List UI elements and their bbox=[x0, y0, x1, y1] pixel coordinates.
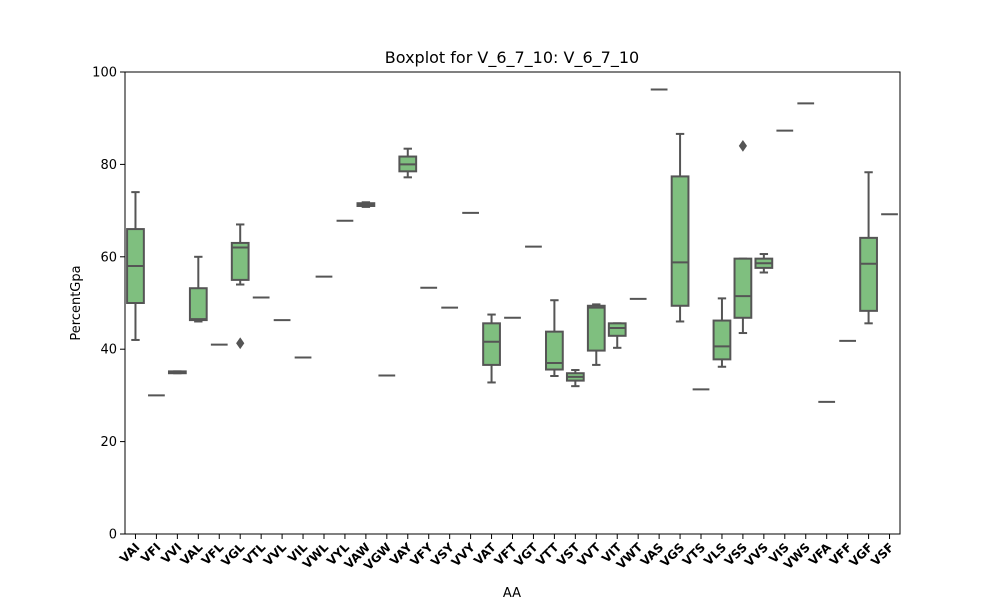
box-vai bbox=[126, 191, 145, 341]
y-axis: 0 20 40 60 80 100 bbox=[92, 66, 125, 543]
plot-area bbox=[126, 88, 898, 403]
y-tick-label: 60 bbox=[100, 250, 117, 265]
box-vtt bbox=[545, 299, 564, 377]
box-vls bbox=[712, 297, 732, 368]
x-tick-label: VSF bbox=[868, 540, 896, 568]
iqr-box bbox=[607, 322, 627, 337]
y-tick-label: 40 bbox=[100, 343, 117, 358]
box-vat bbox=[482, 313, 501, 384]
x-tick-label: VFI bbox=[138, 540, 163, 565]
box-vgf bbox=[859, 171, 878, 325]
box-vgl bbox=[230, 223, 250, 350]
iqr-box bbox=[859, 236, 878, 312]
box-vst bbox=[565, 368, 585, 388]
y-axis-label: PercentGpa bbox=[69, 265, 84, 340]
iqr-box bbox=[188, 287, 208, 322]
box-vvs bbox=[754, 253, 774, 274]
x-tick-label: VAI bbox=[117, 540, 143, 566]
box-vvt bbox=[586, 303, 606, 366]
outlier-point bbox=[236, 337, 245, 350]
iqr-box bbox=[670, 175, 690, 307]
iqr-box bbox=[712, 319, 732, 361]
iqr-box bbox=[733, 257, 753, 319]
box-val bbox=[188, 255, 208, 323]
outlier-point bbox=[738, 140, 748, 152]
plot-frame bbox=[124, 71, 901, 535]
y-tick-label: 20 bbox=[100, 435, 117, 450]
y-tick-label: 80 bbox=[100, 158, 117, 173]
y-tick-label: 0 bbox=[109, 528, 117, 543]
x-axis-label: AA bbox=[503, 586, 521, 600]
box-vit bbox=[607, 322, 627, 349]
x-axis: VAIVFIVVIVALVFLVGLVTLVVLVILVWLVYLVAWVGWV… bbox=[117, 534, 897, 573]
box-vaw bbox=[356, 201, 376, 208]
iqr-box bbox=[586, 304, 606, 352]
y-tick-label: 100 bbox=[92, 66, 117, 81]
iqr-box bbox=[545, 330, 564, 371]
box-vvi bbox=[167, 370, 187, 375]
box-vgs bbox=[670, 132, 690, 323]
chart-title: Boxplot for V_6_7_10: V_6_7_10 bbox=[385, 48, 639, 68]
iqr-box bbox=[482, 322, 501, 366]
iqr-box bbox=[230, 241, 250, 281]
box-vss bbox=[733, 140, 753, 335]
box-vay bbox=[398, 147, 418, 179]
